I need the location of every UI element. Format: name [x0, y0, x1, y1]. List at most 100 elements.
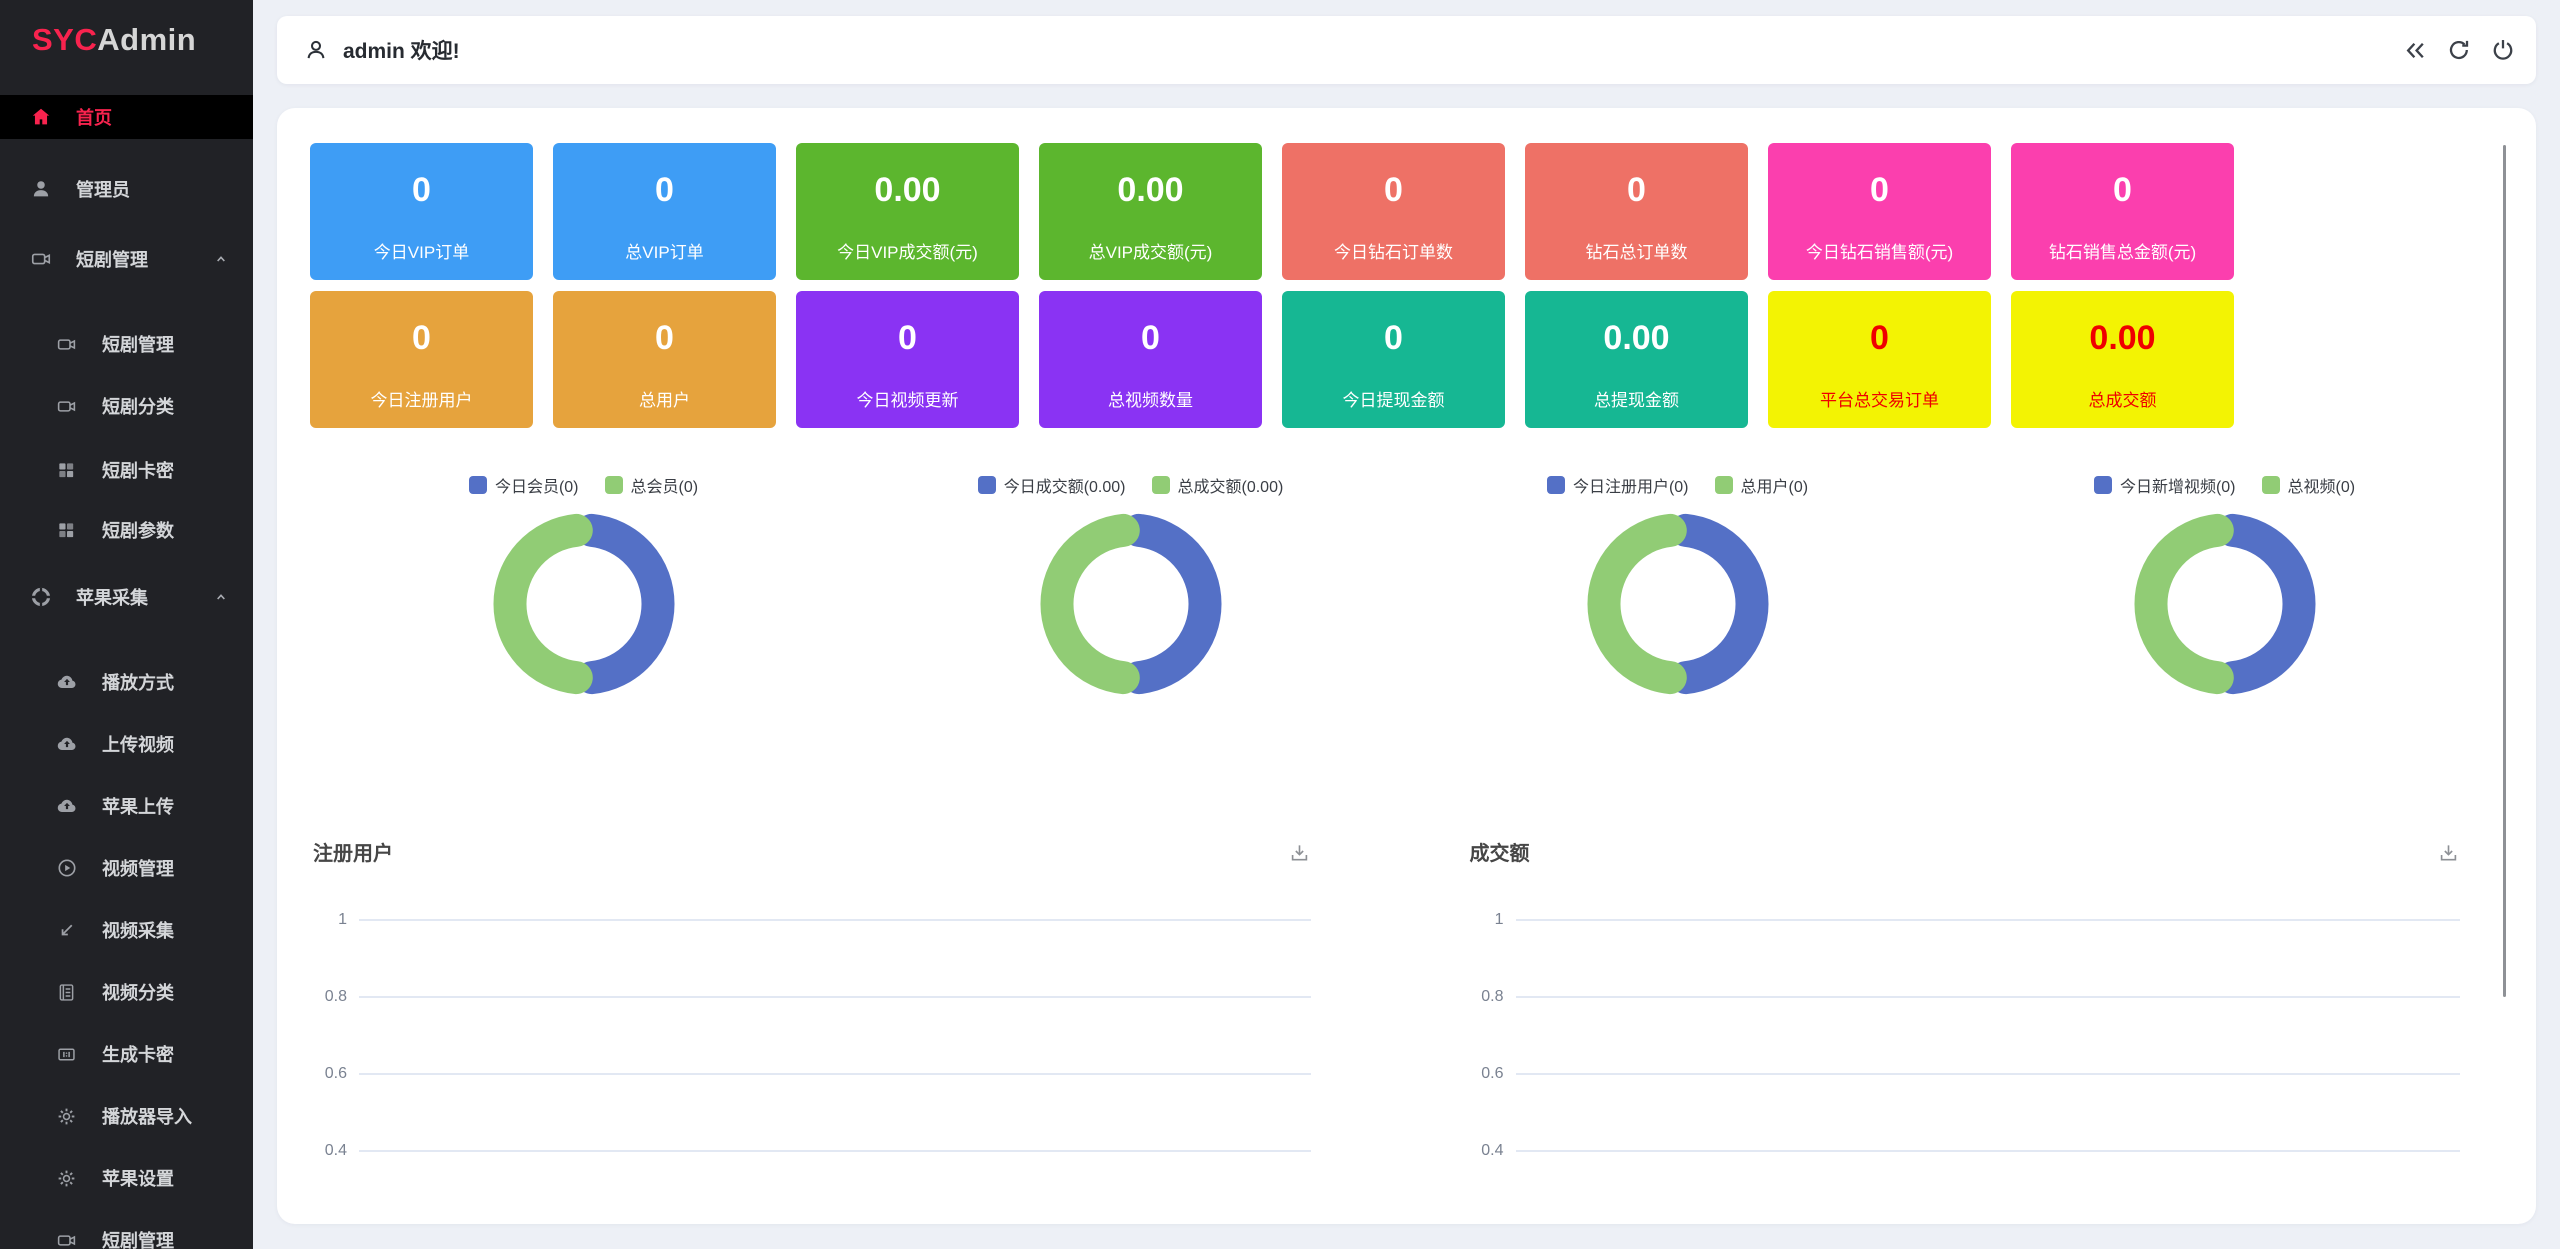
gear-icon — [56, 1105, 78, 1127]
sidebar-item-video-collect[interactable]: 视频采集 — [0, 908, 253, 952]
stat-value: 0.00 — [1117, 171, 1184, 209]
legend-item[interactable]: 今日新增视频(0) — [2093, 473, 2236, 497]
chart-plot-area: 1 0.8 0.6 0.4 — [313, 910, 1340, 1224]
legend-swatch-blue — [1546, 476, 1565, 494]
gridline — [359, 1150, 1311, 1152]
stat-value: 0 — [412, 171, 431, 209]
y-axis-tick: 0.4 — [324, 1142, 347, 1159]
stat-card-total-vip-revenue: 0.00 总VIP成交额(元) — [1039, 143, 1262, 280]
user-icon — [30, 178, 52, 200]
stat-value: 0 — [1384, 319, 1403, 357]
sidebar-item-label: 苹果采集 — [76, 588, 148, 608]
legend-swatch-blue — [2093, 476, 2112, 494]
sidebar-item-video-category[interactable]: 视频分类 — [0, 970, 253, 1014]
chart-legend: 今日注册用户(0) 总用户(0) — [1546, 473, 1808, 497]
stat-value: 0 — [1870, 171, 1889, 209]
stat-label: 今日钻石销售额(元) — [1805, 243, 1954, 262]
stat-label: 今日视频更新 — [856, 391, 959, 410]
legend-swatch-blue — [977, 476, 996, 494]
sidebar-group-drama-management[interactable]: 短剧管理 — [0, 237, 253, 281]
stat-row-2: 0 今日注册用户 0 总用户 0 今日视频更新 0 总视频数量 0 今日提现金额… — [310, 291, 2536, 428]
sidebar-group-apple-collect[interactable]: 苹果采集 — [0, 575, 253, 619]
donut-chart — [2134, 513, 2315, 695]
sidebar-item-admin[interactable]: 管理员 — [0, 167, 253, 211]
sidebar-item-drama-category[interactable]: 短剧分类 — [0, 384, 253, 428]
legend-swatch-green — [2261, 476, 2280, 494]
stat-value: 0 — [655, 319, 674, 357]
sidebar-item-home[interactable]: 首页 — [0, 95, 253, 139]
line-chart-turnover: 成交额 1 0.8 0.6 0.4 — [1470, 840, 2497, 1224]
y-axis-tick: 1 — [338, 911, 347, 928]
stat-card-total-diamond-orders: 0 钻石总订单数 — [1525, 143, 1748, 280]
stat-value: 0 — [898, 319, 917, 357]
legend-item[interactable]: 总视频(0) — [2261, 473, 2355, 497]
legend-label: 今日成交额(0.00) — [1003, 479, 1126, 496]
sidebar-item-apple-upload[interactable]: 苹果上传 — [0, 784, 253, 828]
y-axis-tick: 0.8 — [324, 988, 347, 1005]
sidebar-item-drama-card-key[interactable]: 短剧卡密 — [0, 448, 253, 492]
sidebar-item-drama-management-2[interactable]: 短剧管理 — [0, 1218, 253, 1249]
chart-legend: 今日会员(0) 总会员(0) — [468, 473, 698, 497]
donut-chart — [1040, 513, 1221, 695]
logo-rest: Admin — [97, 22, 197, 57]
sidebar-item-generate-card-key[interactable]: 生成卡密 — [0, 1032, 253, 1076]
stat-value: 0 — [1627, 171, 1646, 209]
stat-card-today-vip-revenue: 0.00 今日VIP成交额(元) — [796, 143, 1019, 280]
y-axis-tick: 0.8 — [1481, 988, 1504, 1005]
chevron-up-icon — [213, 589, 229, 605]
collapse-sidebar-button[interactable] — [2400, 35, 2430, 65]
power-button[interactable] — [2488, 35, 2518, 65]
stat-label: 总VIP订单 — [625, 243, 704, 262]
stat-card-total-diamond-sales: 0 钻石销售总金额(元) — [2011, 143, 2234, 280]
legend-item[interactable]: 今日会员(0) — [468, 473, 579, 497]
download-icon[interactable] — [2437, 842, 2460, 865]
sidebar-item-drama-management[interactable]: 短剧管理 — [0, 322, 253, 366]
video-camera-icon — [56, 1229, 78, 1249]
app-logo: SYC Admin — [0, 0, 253, 80]
video-camera-icon — [56, 333, 78, 355]
sidebar-item-label: 短剧参数 — [102, 521, 174, 541]
legend-item[interactable]: 今日注册用户(0) — [1546, 473, 1689, 497]
refresh-button[interactable] — [2444, 35, 2474, 65]
chart-legend: 今日成交额(0.00) 总成交额(0.00) — [977, 473, 1283, 497]
donut-chart-members: 今日会员(0) 总会员(0) — [310, 474, 857, 704]
legend-item[interactable]: 今日成交额(0.00) — [977, 473, 1126, 497]
legend-label: 今日新增视频(0) — [2119, 479, 2236, 496]
stat-label: 今日钻石订单数 — [1334, 243, 1453, 262]
legend-item[interactable]: 总会员(0) — [604, 473, 698, 497]
legend-swatch-green — [1714, 476, 1733, 494]
stat-value: 0 — [655, 171, 674, 209]
sidebar-item-player-import[interactable]: 播放器导入 — [0, 1094, 253, 1138]
y-axis-tick: 0.6 — [324, 1065, 347, 1082]
sidebar-item-label: 生成卡密 — [102, 1045, 174, 1065]
chart-title: 成交额 — [1469, 843, 1530, 865]
stat-card-today-registered-users: 0 今日注册用户 — [310, 291, 533, 428]
sidebar: SYC Admin 首页 管理员 短剧管理 短剧管理 短剧分类 — [0, 0, 253, 1249]
legend-item[interactable]: 总用户(0) — [1714, 473, 1808, 497]
stat-value: 0 — [412, 319, 431, 357]
donut-chart — [1587, 513, 1768, 695]
stat-card-today-video-updates: 0 今日视频更新 — [796, 291, 1019, 428]
legend-label: 今日会员(0) — [494, 479, 579, 496]
gridline — [1515, 1073, 2460, 1075]
legend-item[interactable]: 总成交额(0.00) — [1151, 473, 1283, 497]
stat-label: 今日注册用户 — [370, 391, 473, 410]
sidebar-item-label: 短剧管理 — [102, 1231, 174, 1249]
sidebar-item-video-management[interactable]: 视频管理 — [0, 846, 253, 890]
sidebar-item-play-mode[interactable]: 播放方式 — [0, 660, 253, 704]
sidebar-item-upload-video[interactable]: 上传视频 — [0, 722, 253, 766]
stat-value: 0.00 — [1603, 319, 1670, 357]
sidebar-item-apple-settings[interactable]: 苹果设置 — [0, 1156, 253, 1200]
stat-label: 今日VIP订单 — [373, 243, 470, 262]
download-icon[interactable] — [1288, 842, 1311, 865]
sidebar-item-label: 短剧卡密 — [102, 461, 174, 481]
donut-chart-turnover: 今日成交额(0.00) 总成交额(0.00) — [857, 474, 1404, 704]
stat-card-total-users: 0 总用户 — [553, 291, 776, 428]
play-circle-icon — [56, 857, 78, 879]
stat-value: 0 — [1870, 319, 1889, 357]
stat-label: 钻石总订单数 — [1585, 243, 1688, 262]
sidebar-item-drama-params[interactable]: 短剧参数 — [0, 508, 253, 552]
stat-label: 总VIP成交额(元) — [1088, 243, 1213, 262]
vertical-scrollbar[interactable] — [2503, 145, 2506, 997]
stat-label: 总提现金额 — [1594, 391, 1679, 410]
